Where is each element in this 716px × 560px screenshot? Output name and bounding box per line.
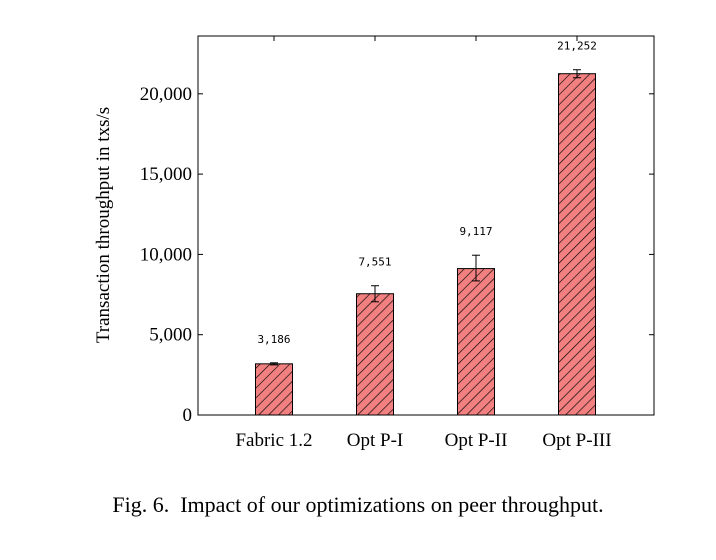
bars bbox=[255, 69, 596, 416]
data-label: 9,117 bbox=[459, 225, 492, 238]
x-tick-label: Opt P-II bbox=[445, 430, 508, 451]
data-label: 3,186 bbox=[257, 333, 290, 346]
x-tick-label: Opt P-I bbox=[347, 430, 403, 451]
y-tick-label: 20,000 bbox=[140, 84, 192, 105]
y-axis-title: Transaction throughput in txs/s bbox=[93, 107, 114, 343]
bar-chart: 0 5,000 10,000 15,000 20,000 3,186 Fabric 1.2 7… bbox=[93, 35, 655, 451]
plot-frame bbox=[197, 35, 655, 416]
data-label: 21,252 bbox=[557, 40, 597, 53]
data-label: 7,551 bbox=[358, 256, 391, 269]
y-tick-label: 5,000 bbox=[149, 325, 192, 346]
y-tick-label: 0 bbox=[183, 405, 193, 426]
figure-caption: Fig. 6. Impact of our optimizations on p… bbox=[112, 492, 604, 517]
bar bbox=[558, 73, 596, 416]
x-tick-label: Fabric 1.2 bbox=[235, 430, 312, 451]
x-tick-label: Opt P-III bbox=[542, 430, 611, 451]
y-tick-label: 10,000 bbox=[140, 244, 192, 265]
bar bbox=[356, 293, 394, 416]
bar bbox=[457, 268, 495, 416]
tick-labels: 0 5,000 10,000 15,000 20,000 3,186 Fabric 1.2 7… bbox=[140, 40, 612, 451]
bar bbox=[255, 363, 293, 416]
y-tick-label: 15,000 bbox=[140, 164, 192, 185]
